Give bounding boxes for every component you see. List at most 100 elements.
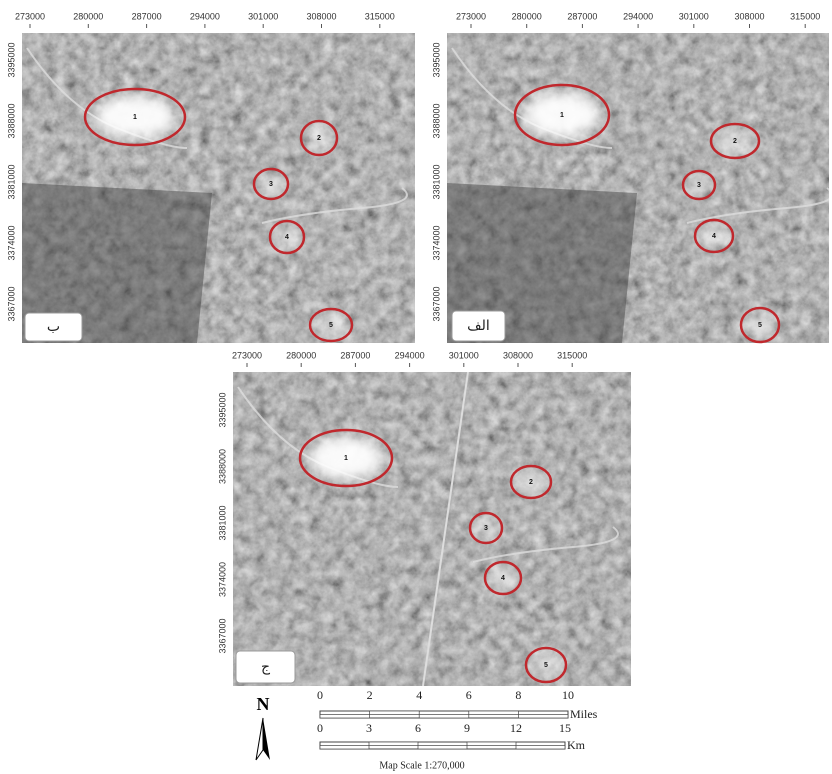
x-tick-label: 294000 bbox=[190, 11, 220, 21]
site-label: 3 bbox=[697, 182, 701, 189]
bright-spot bbox=[515, 470, 547, 494]
bright-spot bbox=[95, 96, 175, 138]
scale-segment bbox=[319, 745, 370, 750]
scale-tick-label: 2 bbox=[367, 688, 373, 702]
scale-tick-label: 12 bbox=[510, 721, 522, 735]
scale-segment bbox=[518, 714, 569, 719]
bright-spot bbox=[715, 128, 755, 154]
site-label: 1 bbox=[133, 114, 137, 121]
scale-tick-label: 9 bbox=[464, 721, 470, 735]
panel-label: ب bbox=[47, 319, 60, 335]
satellite-image bbox=[233, 372, 631, 686]
scale-tick-label: 0 bbox=[317, 688, 323, 702]
scale-segment bbox=[417, 745, 468, 750]
scale-tick-label: 3 bbox=[366, 721, 372, 735]
map-panel: 1 2 3 4 5 273000 280000 287000 294000 301000 30800… bbox=[6, 11, 415, 343]
bright-spot bbox=[309, 437, 383, 479]
site-label: 3 bbox=[484, 525, 488, 532]
satellite-image bbox=[447, 33, 829, 343]
y-tick-label: 3388000 bbox=[217, 449, 227, 484]
y-tick-label: 3367000 bbox=[217, 618, 227, 653]
scale-tick-label: 4 bbox=[416, 688, 422, 702]
x-tick-label: 287000 bbox=[340, 350, 370, 360]
x-tick-label: 301000 bbox=[679, 11, 709, 21]
site-outline bbox=[483, 560, 523, 596]
scale-tick-label: 6 bbox=[415, 721, 421, 735]
x-tick-label: 294000 bbox=[623, 11, 653, 21]
panel-label: ج bbox=[261, 659, 271, 675]
site-label: 4 bbox=[285, 234, 289, 241]
site-label: 1 bbox=[344, 455, 348, 462]
site-label: 2 bbox=[733, 138, 737, 145]
scale-unit: Km bbox=[567, 738, 586, 752]
scene-edge bbox=[22, 183, 212, 343]
north-arrow: N bbox=[255, 694, 270, 761]
scale-segment bbox=[369, 710, 420, 715]
site-outline bbox=[299, 119, 339, 157]
panel-label-box bbox=[451, 310, 506, 342]
x-tick-label: 280000 bbox=[73, 11, 103, 21]
bright-spot bbox=[257, 172, 285, 196]
scale-bar-miles: 0 2 4 6 8 10 Miles bbox=[317, 688, 598, 721]
y-tick-label: 3367000 bbox=[6, 286, 16, 321]
scale-segment bbox=[515, 745, 566, 750]
site-outline bbox=[308, 307, 354, 343]
y-tick-label: 3374000 bbox=[6, 225, 16, 260]
site-outline bbox=[83, 87, 187, 147]
map-panel: 1 2 3 4 5 273000 280000 287000 294000 301000 30800… bbox=[217, 350, 631, 686]
bright-spot bbox=[273, 225, 301, 249]
site-outline bbox=[298, 428, 394, 488]
y-tick-label: 3388000 bbox=[6, 103, 16, 138]
site-outline bbox=[709, 122, 761, 160]
site-label: 5 bbox=[329, 322, 333, 329]
x-tick-label: 308000 bbox=[306, 11, 336, 21]
y-tick-label: 3395000 bbox=[431, 42, 441, 77]
x-tick-label: 287000 bbox=[132, 11, 162, 21]
image-texture bbox=[22, 33, 415, 343]
site-label: 3 bbox=[269, 181, 273, 188]
y-tick-label: 3381000 bbox=[217, 505, 227, 540]
scale-tick-label: 10 bbox=[562, 688, 574, 702]
x-tick-label: 273000 bbox=[232, 350, 262, 360]
site-label: 2 bbox=[529, 479, 533, 486]
x-tick-label: 315000 bbox=[557, 350, 587, 360]
scale-unit: Miles bbox=[570, 707, 598, 721]
bright-spot bbox=[530, 652, 562, 678]
scale-tick-label: 6 bbox=[466, 688, 472, 702]
site-outline bbox=[513, 83, 611, 147]
bright-spot bbox=[686, 174, 712, 196]
scene-edge bbox=[447, 183, 637, 343]
site-label: 2 bbox=[317, 135, 321, 142]
site-label: 5 bbox=[758, 322, 762, 329]
x-tick-label: 308000 bbox=[734, 11, 764, 21]
x-tick-label: 287000 bbox=[567, 11, 597, 21]
image-texture bbox=[233, 372, 631, 686]
panel-label: الف bbox=[467, 318, 490, 334]
site-outline bbox=[268, 219, 306, 255]
x-tick-label: 273000 bbox=[456, 11, 486, 21]
y-tick-label: 3374000 bbox=[217, 562, 227, 597]
site-label: 4 bbox=[712, 233, 716, 240]
scale-segment bbox=[368, 741, 419, 746]
site-label: 4 bbox=[501, 575, 505, 582]
y-tick-label: 3388000 bbox=[431, 103, 441, 138]
scale-segment bbox=[418, 714, 470, 719]
x-tick-label: 315000 bbox=[365, 11, 395, 21]
panel-label-box bbox=[235, 650, 296, 684]
scale-bar-km: 0 3 6 9 12 15 Km bbox=[317, 721, 586, 752]
x-tick-label: 273000 bbox=[15, 11, 45, 21]
y-tick-label: 3367000 bbox=[431, 286, 441, 321]
x-tick-label: 301000 bbox=[449, 350, 479, 360]
map-panel: 1 2 3 4 5 273000 280000 287000 294000 301000 30800… bbox=[431, 11, 829, 344]
scale-segment bbox=[319, 714, 370, 719]
x-tick-label: 280000 bbox=[286, 350, 316, 360]
bright-spot bbox=[698, 224, 730, 248]
y-tick-label: 3395000 bbox=[6, 42, 16, 77]
satellite-image bbox=[22, 33, 415, 343]
north-label: N bbox=[257, 694, 270, 714]
bright-spot bbox=[524, 92, 600, 138]
scale-segment bbox=[468, 710, 519, 715]
y-tick-label: 3395000 bbox=[217, 392, 227, 427]
site-outline bbox=[524, 646, 568, 684]
site-outline bbox=[252, 167, 290, 201]
